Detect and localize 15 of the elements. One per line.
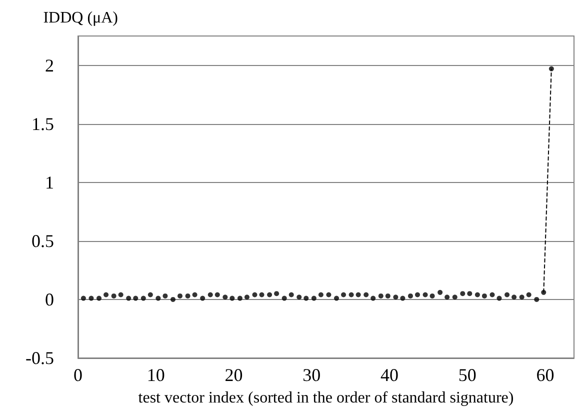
y-tick-label: 1 [45,172,54,192]
y-tick-label: 1.5 [32,114,54,134]
x-tick-label: 0 [74,365,82,385]
x-tick-label: 10 [146,365,165,385]
x-tick-label: 60 [536,365,554,385]
x-tick-label: 50 [458,365,476,385]
x-tick-label: 40 [380,365,398,385]
y-tick-label: -0.5 [26,348,54,368]
y-tick-label: 0 [45,289,54,310]
y-tick-label: 2 [45,55,54,76]
x-tick-label: 30 [302,365,321,385]
x-tick-label: 20 [224,365,243,385]
y-tick-label: 0.5 [32,230,54,251]
x-axis-title: test vector index (sorted in the order of standard signature) [138,390,514,406]
y-axis-title: IDDQ (μA) [43,10,118,26]
